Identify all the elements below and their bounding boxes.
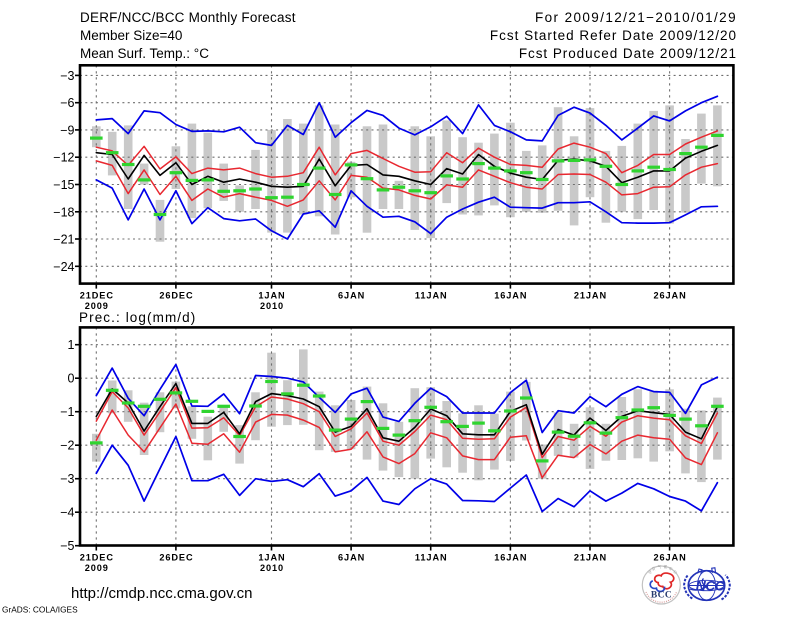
svg-text:26DEC: 26DEC <box>159 290 193 300</box>
svg-text:2009: 2009 <box>85 301 109 311</box>
svg-text:Prec.: log(mm/d): Prec.: log(mm/d) <box>79 310 196 325</box>
svg-text:21JAN: 21JAN <box>574 290 607 300</box>
svg-text:−6: −6 <box>60 96 74 110</box>
svg-text:−4: −4 <box>60 506 74 520</box>
svg-text:0: 0 <box>68 372 75 386</box>
svg-text:−15: −15 <box>53 178 74 192</box>
svg-text:16JAN: 16JAN <box>494 290 527 300</box>
svg-text:11JAN: 11JAN <box>415 552 448 562</box>
svg-text:−2: −2 <box>60 439 74 453</box>
svg-text:26JAN: 26JAN <box>654 290 687 300</box>
svg-text:−24: −24 <box>53 260 74 274</box>
svg-text:21DEC: 21DEC <box>80 552 114 562</box>
svg-text:1JAN: 1JAN <box>258 552 285 562</box>
svg-text:Fcst Started Refer Date 2009/1: Fcst Started Refer Date 2009/12/20 <box>490 28 737 43</box>
svg-text:−9: −9 <box>60 123 74 137</box>
svg-text:心: 心 <box>674 569 678 574</box>
svg-text:气: 气 <box>658 564 662 569</box>
svg-text:21JAN: 21JAN <box>574 552 607 562</box>
svg-text:−18: −18 <box>53 205 74 219</box>
svg-text:GrADS: COLA/IGES: GrADS: COLA/IGES <box>2 605 78 615</box>
svg-text:京: 京 <box>652 566 656 571</box>
svg-text:http://cmdp.ncc.cma.gov.cn: http://cmdp.ncc.cma.gov.cn <box>71 585 252 602</box>
svg-text:For 2009/12/21−2010/01/29: For 2009/12/21−2010/01/29 <box>535 10 737 25</box>
svg-text:−21: −21 <box>53 233 74 247</box>
svg-text:26JAN: 26JAN <box>654 552 687 562</box>
svg-text:−5: −5 <box>60 539 74 553</box>
svg-text:11JAN: 11JAN <box>415 290 448 300</box>
svg-text:Member Size=40: Member Size=40 <box>80 28 182 43</box>
svg-text:DERF/NCC/BCC Monthly Forecast: DERF/NCC/BCC Monthly Forecast <box>80 10 296 25</box>
svg-text:−12: −12 <box>53 151 74 165</box>
svg-text:Mean Surf. Temp.: °C: Mean Surf. Temp.: °C <box>80 46 209 61</box>
svg-text:BCC: BCC <box>651 591 672 601</box>
svg-text:21DEC: 21DEC <box>80 290 114 300</box>
svg-text:2009: 2009 <box>85 563 109 573</box>
svg-text:26DEC: 26DEC <box>159 552 193 562</box>
svg-text:候: 候 <box>664 564 668 569</box>
svg-text:Fcst Produced Date 2009/12/21: Fcst Produced Date 2009/12/21 <box>519 46 737 61</box>
svg-text:−1: −1 <box>60 405 74 419</box>
svg-text:2010: 2010 <box>260 563 284 573</box>
svg-text:NCC: NCC <box>696 578 726 594</box>
svg-text:16JAN: 16JAN <box>494 552 527 562</box>
svg-text:2010: 2010 <box>260 301 284 311</box>
svg-text:北: 北 <box>648 569 652 574</box>
svg-text:−3: −3 <box>60 69 74 83</box>
svg-text:−3: −3 <box>60 472 74 486</box>
svg-text:1: 1 <box>68 338 75 352</box>
svg-text:6JAN: 6JAN <box>338 290 365 300</box>
svg-text:6JAN: 6JAN <box>338 552 365 562</box>
svg-text:1JAN: 1JAN <box>258 290 285 300</box>
svg-text:中: 中 <box>669 566 673 571</box>
